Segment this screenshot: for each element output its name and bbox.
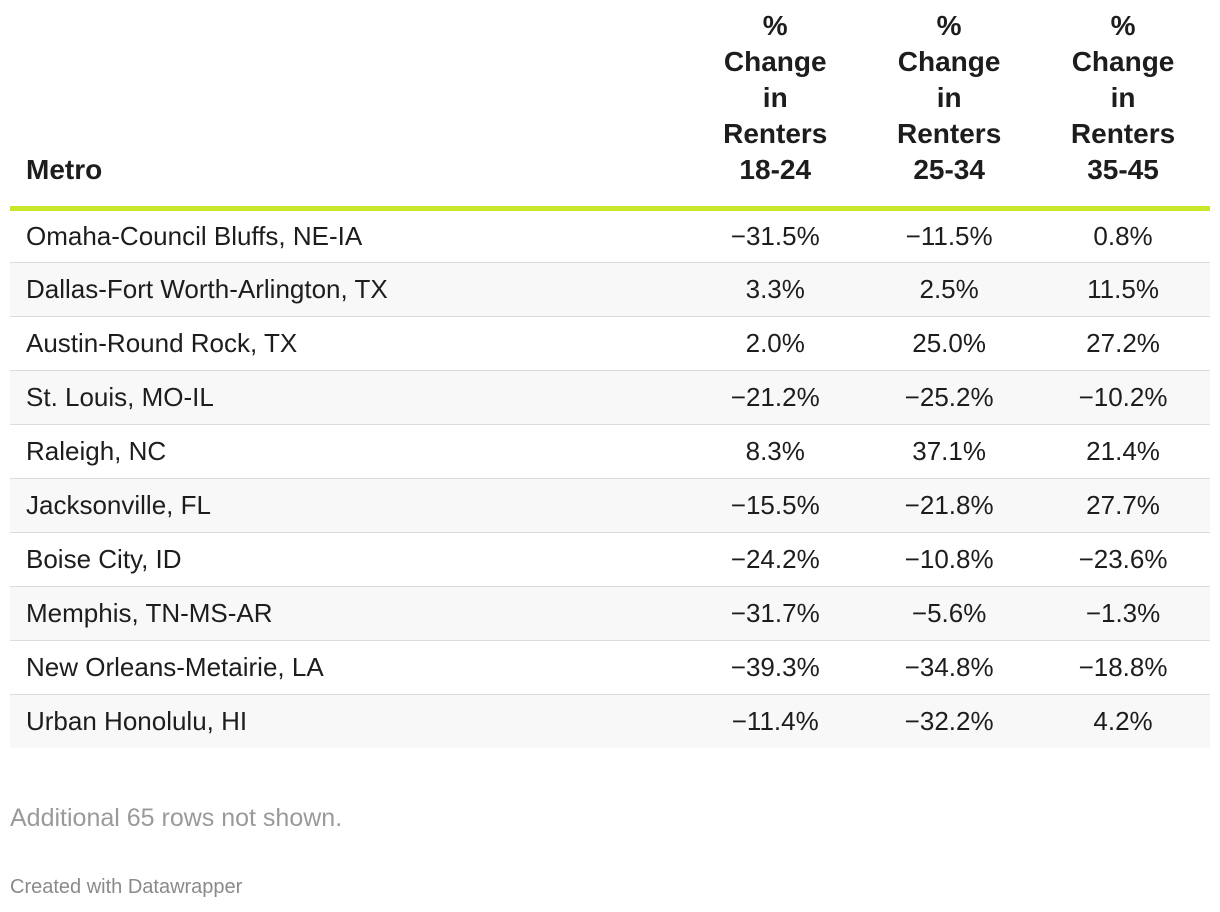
metro-cell: New Orleans-Metairie, LA [10,640,689,695]
value-cell: −5.6% [862,586,1037,641]
table-body: Omaha-Council Bluffs, NE-IA −31.5% −11.5% 0… [10,208,1210,748]
data-table: Metro% Change in Renters 18-24% Change in Rente… [10,0,1210,748]
metro-cell: St. Louis, MO-IL [10,370,689,425]
metro-cell: Memphis, TN-MS-AR [10,586,689,641]
table-header: Metro% Change in Renters 18-24% Change in Rente… [10,0,1210,211]
value-cell: −32.2% [862,694,1037,748]
table-row: Memphis, TN-MS-AR −31.7% −5.6% −1.3% [10,586,1210,641]
value-cell: 27.7% [1036,478,1210,533]
value-cell: 2.0% [688,316,863,371]
value-cell: −31.5% [688,208,863,263]
value-cell: −24.2% [688,532,863,587]
table-row: Austin-Round Rock, TX 2.0% 25.0% 27.2% [10,316,1210,371]
value-cell: 37.1% [862,424,1037,479]
value-cell: 21.4% [1036,424,1210,479]
metro-cell: Boise City, ID [10,532,689,587]
value-cell: 11.5% [1036,262,1210,317]
table-row: Jacksonville, FL −15.5% −21.8% 27.7% [10,478,1210,533]
column-header-line: % [762,9,788,41]
metro-cell: Urban Honolulu, HI [10,694,689,748]
column-header-line: Change [897,45,1001,77]
value-cell: −1.3% [1036,586,1210,641]
value-cell: −18.8% [1036,640,1210,695]
column-header-line: in [1110,81,1136,113]
column-header-2: % Change in Renters 25-34 [862,0,1037,211]
value-cell: 0.8% [1036,208,1210,263]
column-header-line: Renters [897,117,1002,149]
metro-cell: Dallas-Fort Worth-Arlington, TX [10,262,689,317]
value-cell: −21.2% [688,370,863,425]
value-cell: 25.0% [862,316,1037,371]
column-header-line: 25-34 [913,153,985,185]
table-row: Dallas-Fort Worth-Arlington, TX 3.3% 2.5% 1… [10,262,1210,317]
value-cell: 8.3% [688,424,863,479]
table-row: Raleigh, NC 8.3% 37.1% 21.4% [10,424,1210,479]
value-cell: 4.2% [1036,694,1210,748]
column-header-line: in [936,81,962,113]
value-cell: 2.5% [862,262,1037,317]
header-row: Metro% Change in Renters 18-24% Change in Rente… [10,0,1210,211]
column-header-line: Change [1071,45,1175,77]
metro-cell: Austin-Round Rock, TX [10,316,689,371]
table-row: Boise City, ID −24.2% −10.8% −23.6% [10,532,1210,587]
value-cell: −10.8% [862,532,1037,587]
value-cell: 27.2% [1036,316,1210,371]
column-header-0: Metro [10,0,689,211]
value-cell: 3.3% [688,262,863,317]
column-header-line: % [936,9,962,41]
table-row: St. Louis, MO-IL −21.2% −25.2% −10.2% [10,370,1210,425]
column-header-line: Metro [26,153,103,185]
column-header-1: % Change in Renters 18-24 [688,0,863,211]
metro-cell: Raleigh, NC [10,424,689,479]
column-header-line: Change [723,45,827,77]
data-table-container: Metro% Change in Renters 18-24% Change in Rente… [10,0,1210,748]
table-row: New Orleans-Metairie, LA −39.3% −34.8% −18.… [10,640,1210,695]
value-cell: −15.5% [688,478,863,533]
value-cell: −39.3% [688,640,863,695]
metro-cell: Omaha-Council Bluffs, NE-IA [10,208,689,263]
value-cell: −34.8% [862,640,1037,695]
column-header-line: Renters [1070,117,1176,149]
table-row: Urban Honolulu, HI −11.4% −32.2% 4.2% [10,694,1210,748]
value-cell: −10.2% [1036,370,1210,425]
value-cell: −11.4% [688,694,863,748]
footer-credit: Created with Datawrapper [10,876,243,898]
value-cell: −31.7% [688,586,863,641]
value-cell: −25.2% [862,370,1037,425]
value-cell: −23.6% [1036,532,1210,587]
value-cell: −11.5% [862,208,1037,263]
column-header-line: Renters [723,117,828,149]
value-cell: −21.8% [862,478,1037,533]
column-header-line: 18-24 [739,153,812,185]
column-header-line: % [1110,9,1136,41]
column-header-line: in [762,81,788,113]
table-notes: Additional 65 rows not shown. [10,804,343,832]
column-header-line: 35-45 [1087,153,1159,185]
metro-cell: Jacksonville, FL [10,478,689,533]
table-row: Omaha-Council Bluffs, NE-IA −31.5% −11.5% 0… [10,208,1210,263]
column-header-3: % Change in Renters 35-45 [1036,0,1210,211]
